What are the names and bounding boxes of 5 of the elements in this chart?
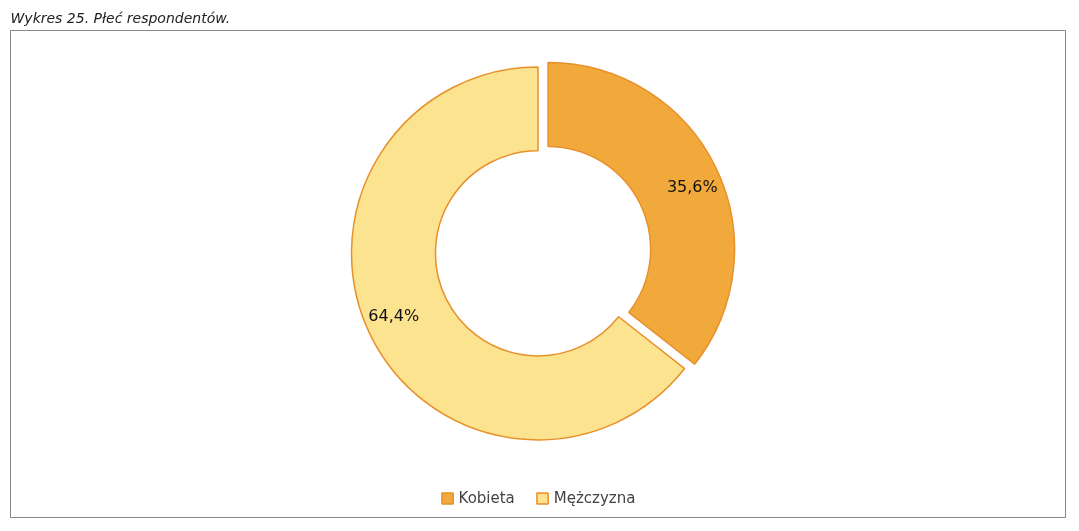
legend-label: Mężczyzna (553, 489, 636, 507)
text: Wykres 25. Płeć respondentów. (10, 9, 231, 26)
data-label: 35,6% (666, 177, 718, 197)
legend-label: Kobieta (458, 489, 515, 507)
data-label: 64,4% (368, 305, 420, 325)
